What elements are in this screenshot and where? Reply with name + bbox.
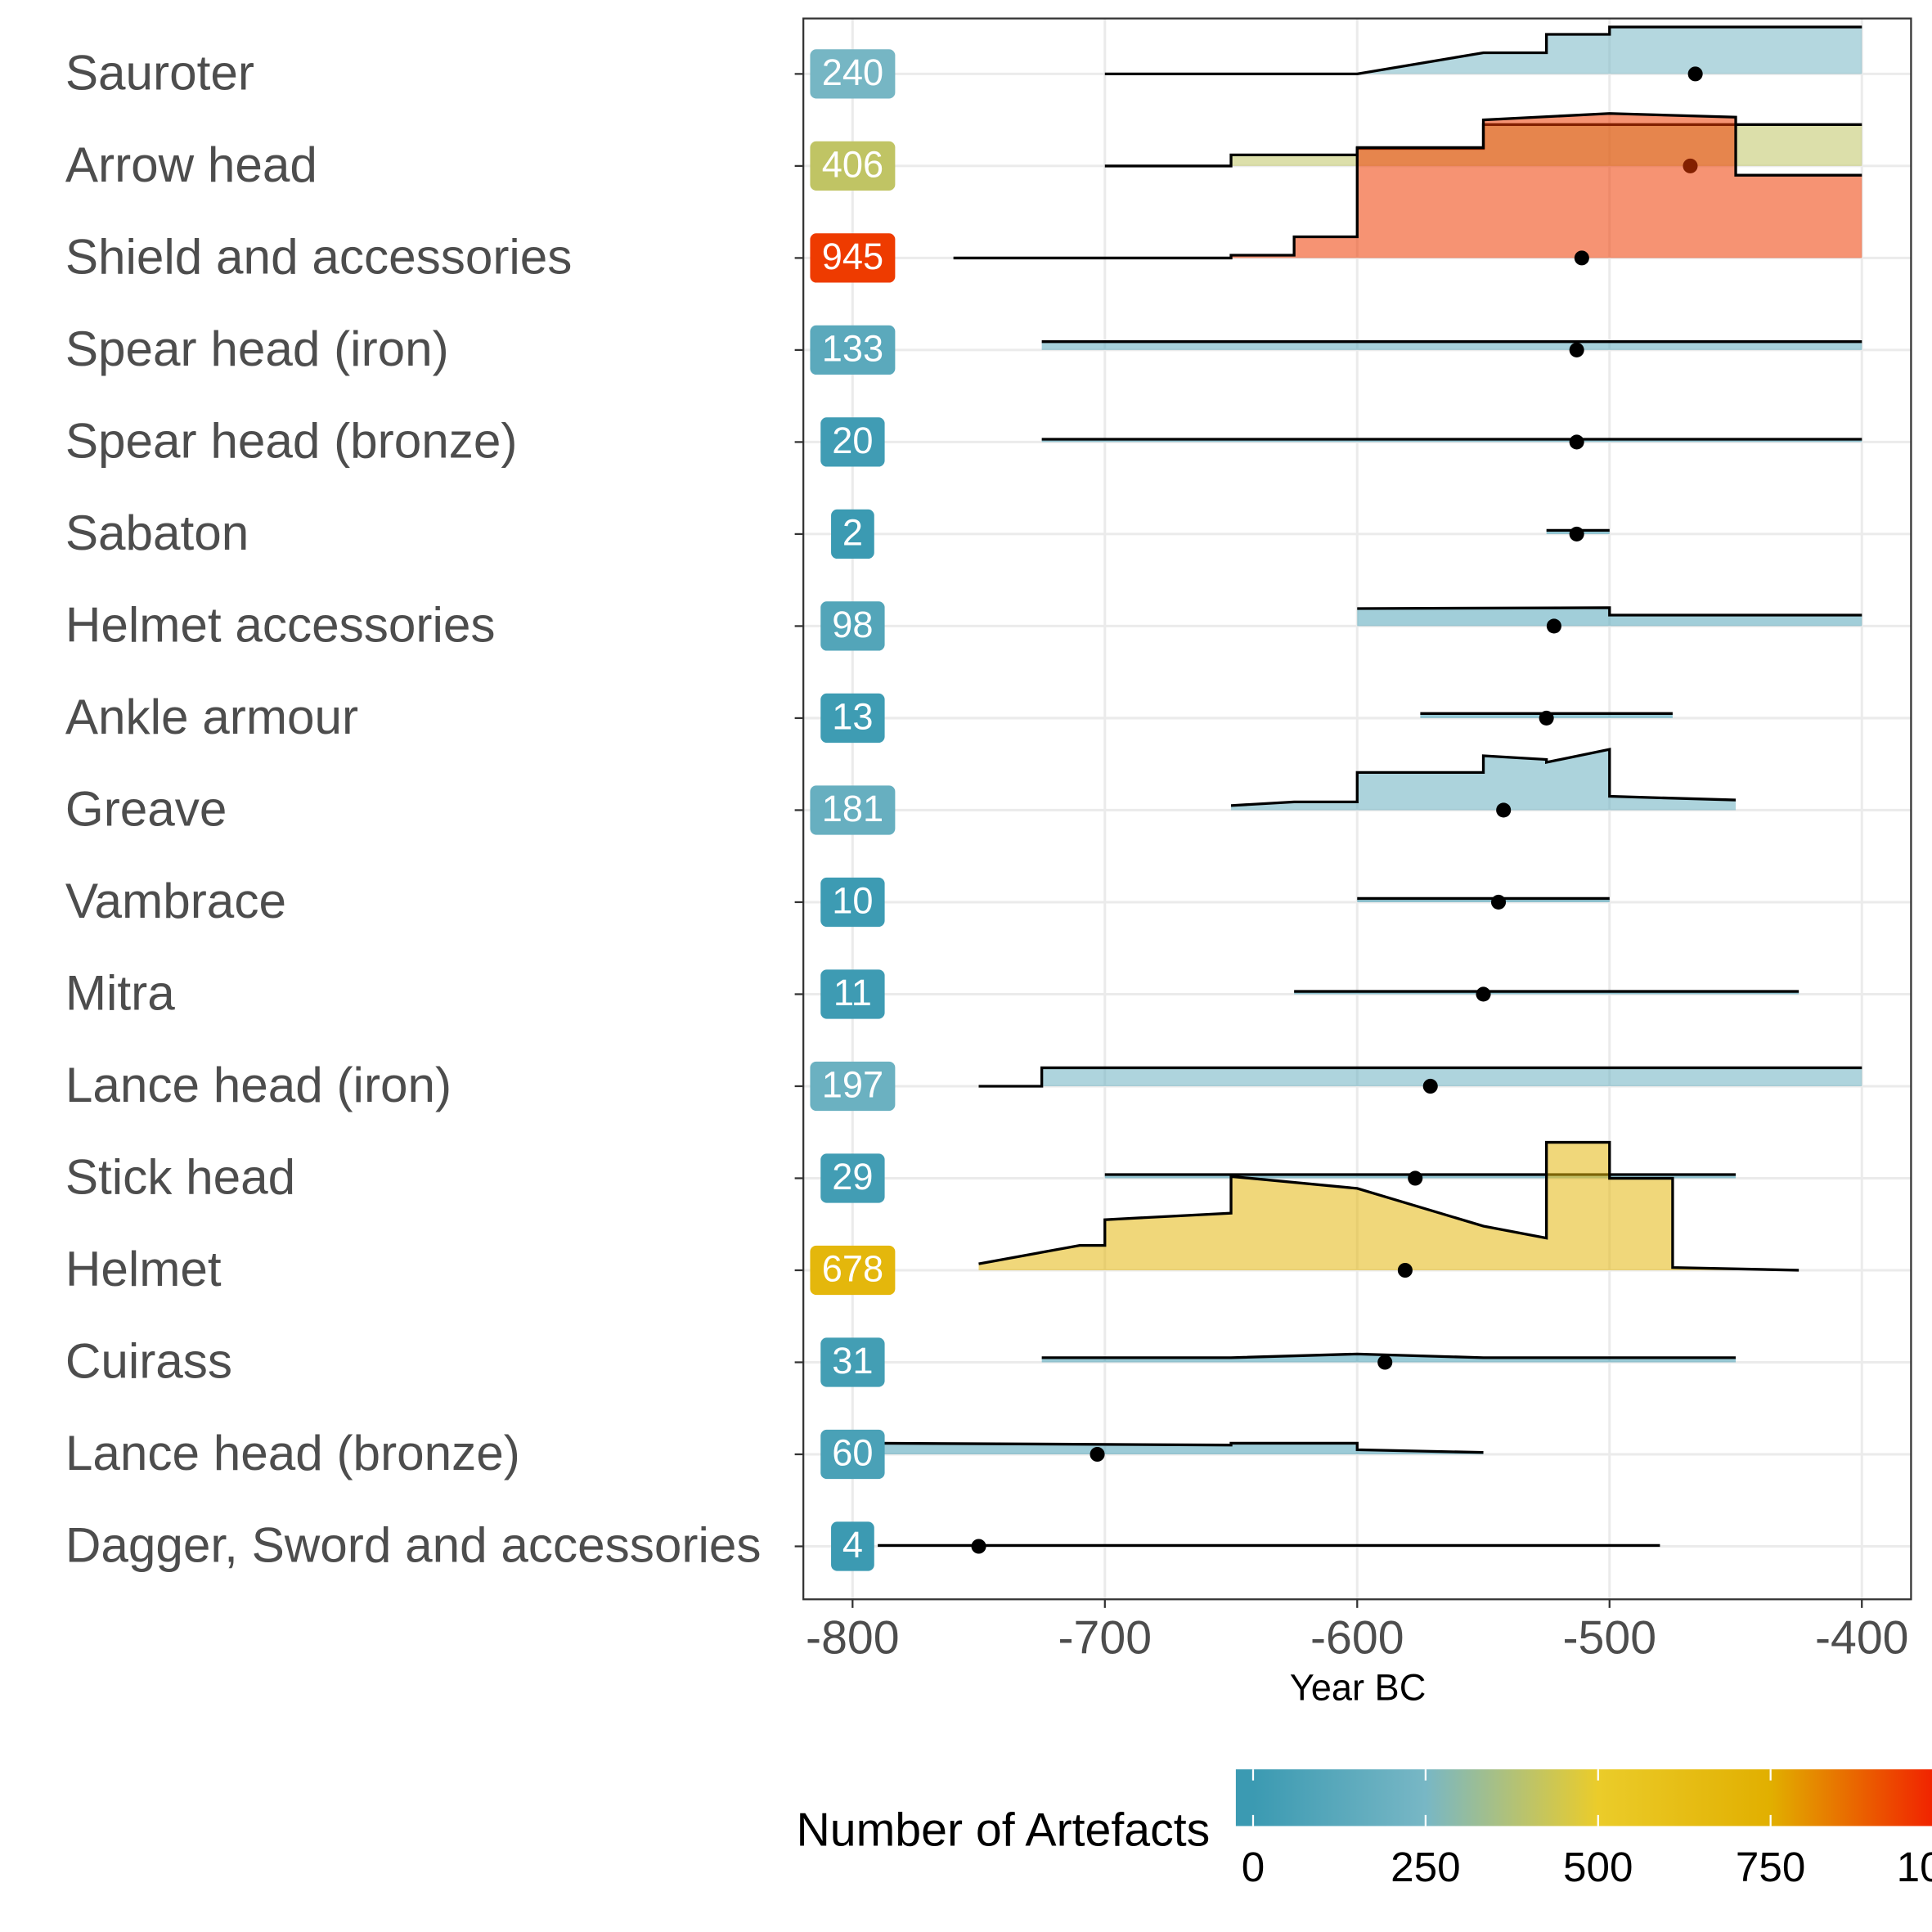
count-box: [820, 693, 885, 744]
ridge-line: [1230, 748, 1737, 807]
count-box: [820, 1153, 885, 1203]
ridge-line: [1357, 606, 1862, 617]
x-tick-label: -500: [1562, 1612, 1656, 1665]
mean-point: [1090, 1446, 1105, 1462]
mean-point: [1476, 986, 1491, 1002]
mean-point: [1546, 618, 1561, 634]
count-label: 240: [822, 52, 883, 93]
count-label: 406: [822, 143, 883, 185]
count-box: [810, 325, 896, 375]
mean-point: [971, 1539, 986, 1554]
category-label: Arrow head: [65, 137, 317, 192]
ridge-line: [1041, 1352, 1737, 1359]
count-label: 20: [832, 420, 873, 461]
category-label: Stick head: [65, 1148, 295, 1204]
count-label: 60: [832, 1431, 873, 1473]
count-box: [820, 1337, 885, 1387]
count-box: [831, 1521, 874, 1571]
colorbar: [1235, 1769, 1932, 1826]
x-axis-title: Year BC: [1290, 1667, 1427, 1709]
category-label: Dagger, Sword and accessories: [65, 1516, 762, 1572]
category-label: Shield and accessories: [65, 228, 573, 284]
legend-title: Number of Artefacts: [796, 1804, 1210, 1857]
count-box: [820, 417, 885, 467]
colorbar-tick-label: 1000: [1897, 1844, 1932, 1890]
mean-point: [1377, 1355, 1393, 1370]
x-tick-label: -600: [1310, 1612, 1404, 1665]
count-box: [831, 509, 874, 559]
count-box: [810, 233, 896, 283]
panel-border: [802, 17, 1912, 1601]
count-label: 4: [842, 1524, 863, 1566]
colorbar-tick-label: 0: [1242, 1844, 1265, 1890]
category-label: Sauroter: [65, 44, 254, 100]
ridge-line: [978, 1066, 1862, 1088]
category-label: Greave: [65, 780, 227, 836]
category-label: Ankle armour: [65, 689, 358, 744]
count-label: 133: [822, 327, 883, 369]
count-box: [810, 49, 896, 99]
count-label: 2: [842, 511, 863, 553]
mean-point: [1490, 894, 1507, 910]
mean-point: [1569, 434, 1584, 450]
count-label: 181: [822, 788, 883, 829]
count-box: [810, 1061, 896, 1112]
ridge-area: [1041, 341, 1862, 350]
x-tick-label: -700: [1058, 1612, 1152, 1665]
mean-point: [1408, 1170, 1423, 1186]
category-label: Sabaton: [65, 505, 249, 560]
mean-point: [1569, 526, 1584, 541]
count-label: 98: [832, 604, 873, 645]
category-label: Spear head (iron): [65, 321, 449, 376]
mean-point: [1496, 802, 1512, 818]
ridge-area: [1104, 26, 1862, 74]
count-box: [820, 601, 885, 651]
category-label: Spear head (bronze): [65, 412, 518, 468]
category-label: Cuirass: [65, 1332, 232, 1388]
count-box: [810, 1245, 896, 1296]
ridge-line: [878, 1441, 1484, 1454]
mean-point: [1539, 710, 1554, 726]
ridge-line: [1104, 25, 1862, 76]
ridge-line: [978, 1140, 1799, 1272]
mean-point: [1687, 66, 1703, 82]
mean-point: [1569, 342, 1584, 357]
count-label: 13: [832, 695, 873, 737]
count-label: 678: [822, 1247, 883, 1289]
count-box: [810, 141, 896, 191]
ridge-area: [878, 1443, 1484, 1454]
x-tick-label: -800: [806, 1612, 900, 1665]
ridge-area: [978, 1067, 1862, 1087]
category-label: Lance head (bronze): [65, 1425, 520, 1480]
count-label: 945: [822, 236, 883, 277]
count-box: [820, 877, 885, 928]
colorbar-tick-label: 750: [1736, 1844, 1805, 1890]
count-label: 29: [832, 1156, 873, 1197]
category-label: Helmet accessories: [65, 596, 496, 652]
count-label: 31: [832, 1340, 873, 1382]
mean-point: [1422, 1078, 1438, 1094]
category-label: Lance head (iron): [65, 1057, 452, 1112]
colorbar-tick-label: 500: [1563, 1844, 1633, 1890]
count-box: [820, 1429, 885, 1480]
mean-point: [1397, 1262, 1413, 1278]
ridge-line: [953, 112, 1862, 260]
category-label: Vambrace: [65, 873, 286, 928]
count-label: 197: [822, 1063, 883, 1105]
category-label: Mitra: [65, 964, 175, 1020]
ridge-area: [978, 1142, 1799, 1270]
count-box: [810, 785, 896, 835]
count-box: [820, 969, 885, 1019]
colorbar-tick-label: 250: [1391, 1844, 1460, 1890]
category-label: Helmet: [65, 1241, 222, 1296]
x-tick-label: -400: [1815, 1612, 1909, 1665]
mean-point: [1574, 250, 1589, 266]
count-label: 10: [832, 879, 873, 921]
ridge-area: [953, 113, 1862, 258]
count-label: 11: [833, 972, 872, 1013]
ridge-area: [1357, 607, 1862, 627]
